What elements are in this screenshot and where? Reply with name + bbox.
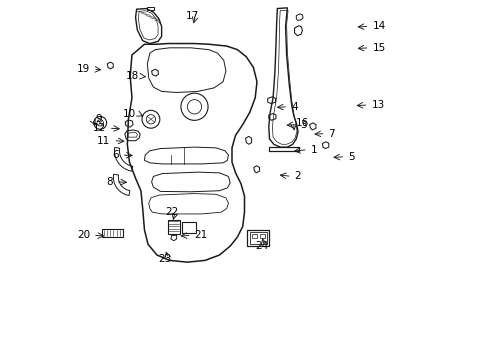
Bar bbox=[247, 230, 268, 246]
Text: 18: 18 bbox=[125, 71, 139, 81]
Text: 19: 19 bbox=[77, 64, 90, 74]
Text: 10: 10 bbox=[122, 109, 135, 119]
Text: 2: 2 bbox=[294, 171, 301, 181]
Text: 21: 21 bbox=[194, 230, 207, 240]
Text: 16: 16 bbox=[296, 118, 309, 128]
Text: 24: 24 bbox=[255, 241, 268, 251]
Bar bbox=[167, 220, 180, 234]
Text: 4: 4 bbox=[290, 102, 297, 112]
Bar bbox=[259, 234, 264, 238]
Text: 17: 17 bbox=[186, 11, 199, 21]
Text: 5: 5 bbox=[347, 152, 354, 162]
Bar bbox=[268, 147, 299, 152]
Text: 11: 11 bbox=[97, 136, 110, 146]
Text: 1: 1 bbox=[310, 145, 317, 155]
Text: 23: 23 bbox=[158, 253, 171, 264]
Text: 14: 14 bbox=[372, 21, 385, 31]
Text: 13: 13 bbox=[370, 100, 384, 110]
Text: 20: 20 bbox=[77, 230, 90, 240]
Text: 3: 3 bbox=[300, 120, 306, 130]
Text: 8: 8 bbox=[106, 177, 113, 187]
Text: 15: 15 bbox=[372, 43, 385, 53]
Text: 12: 12 bbox=[92, 123, 106, 133]
Bar bbox=[251, 234, 257, 238]
Bar bbox=[182, 222, 195, 233]
Text: 22: 22 bbox=[165, 207, 179, 217]
Bar bbox=[249, 232, 266, 244]
Text: 6: 6 bbox=[112, 150, 119, 160]
Bar bbox=[147, 7, 153, 10]
Text: 9: 9 bbox=[95, 114, 102, 124]
Bar bbox=[102, 229, 123, 237]
Text: 7: 7 bbox=[328, 129, 334, 139]
